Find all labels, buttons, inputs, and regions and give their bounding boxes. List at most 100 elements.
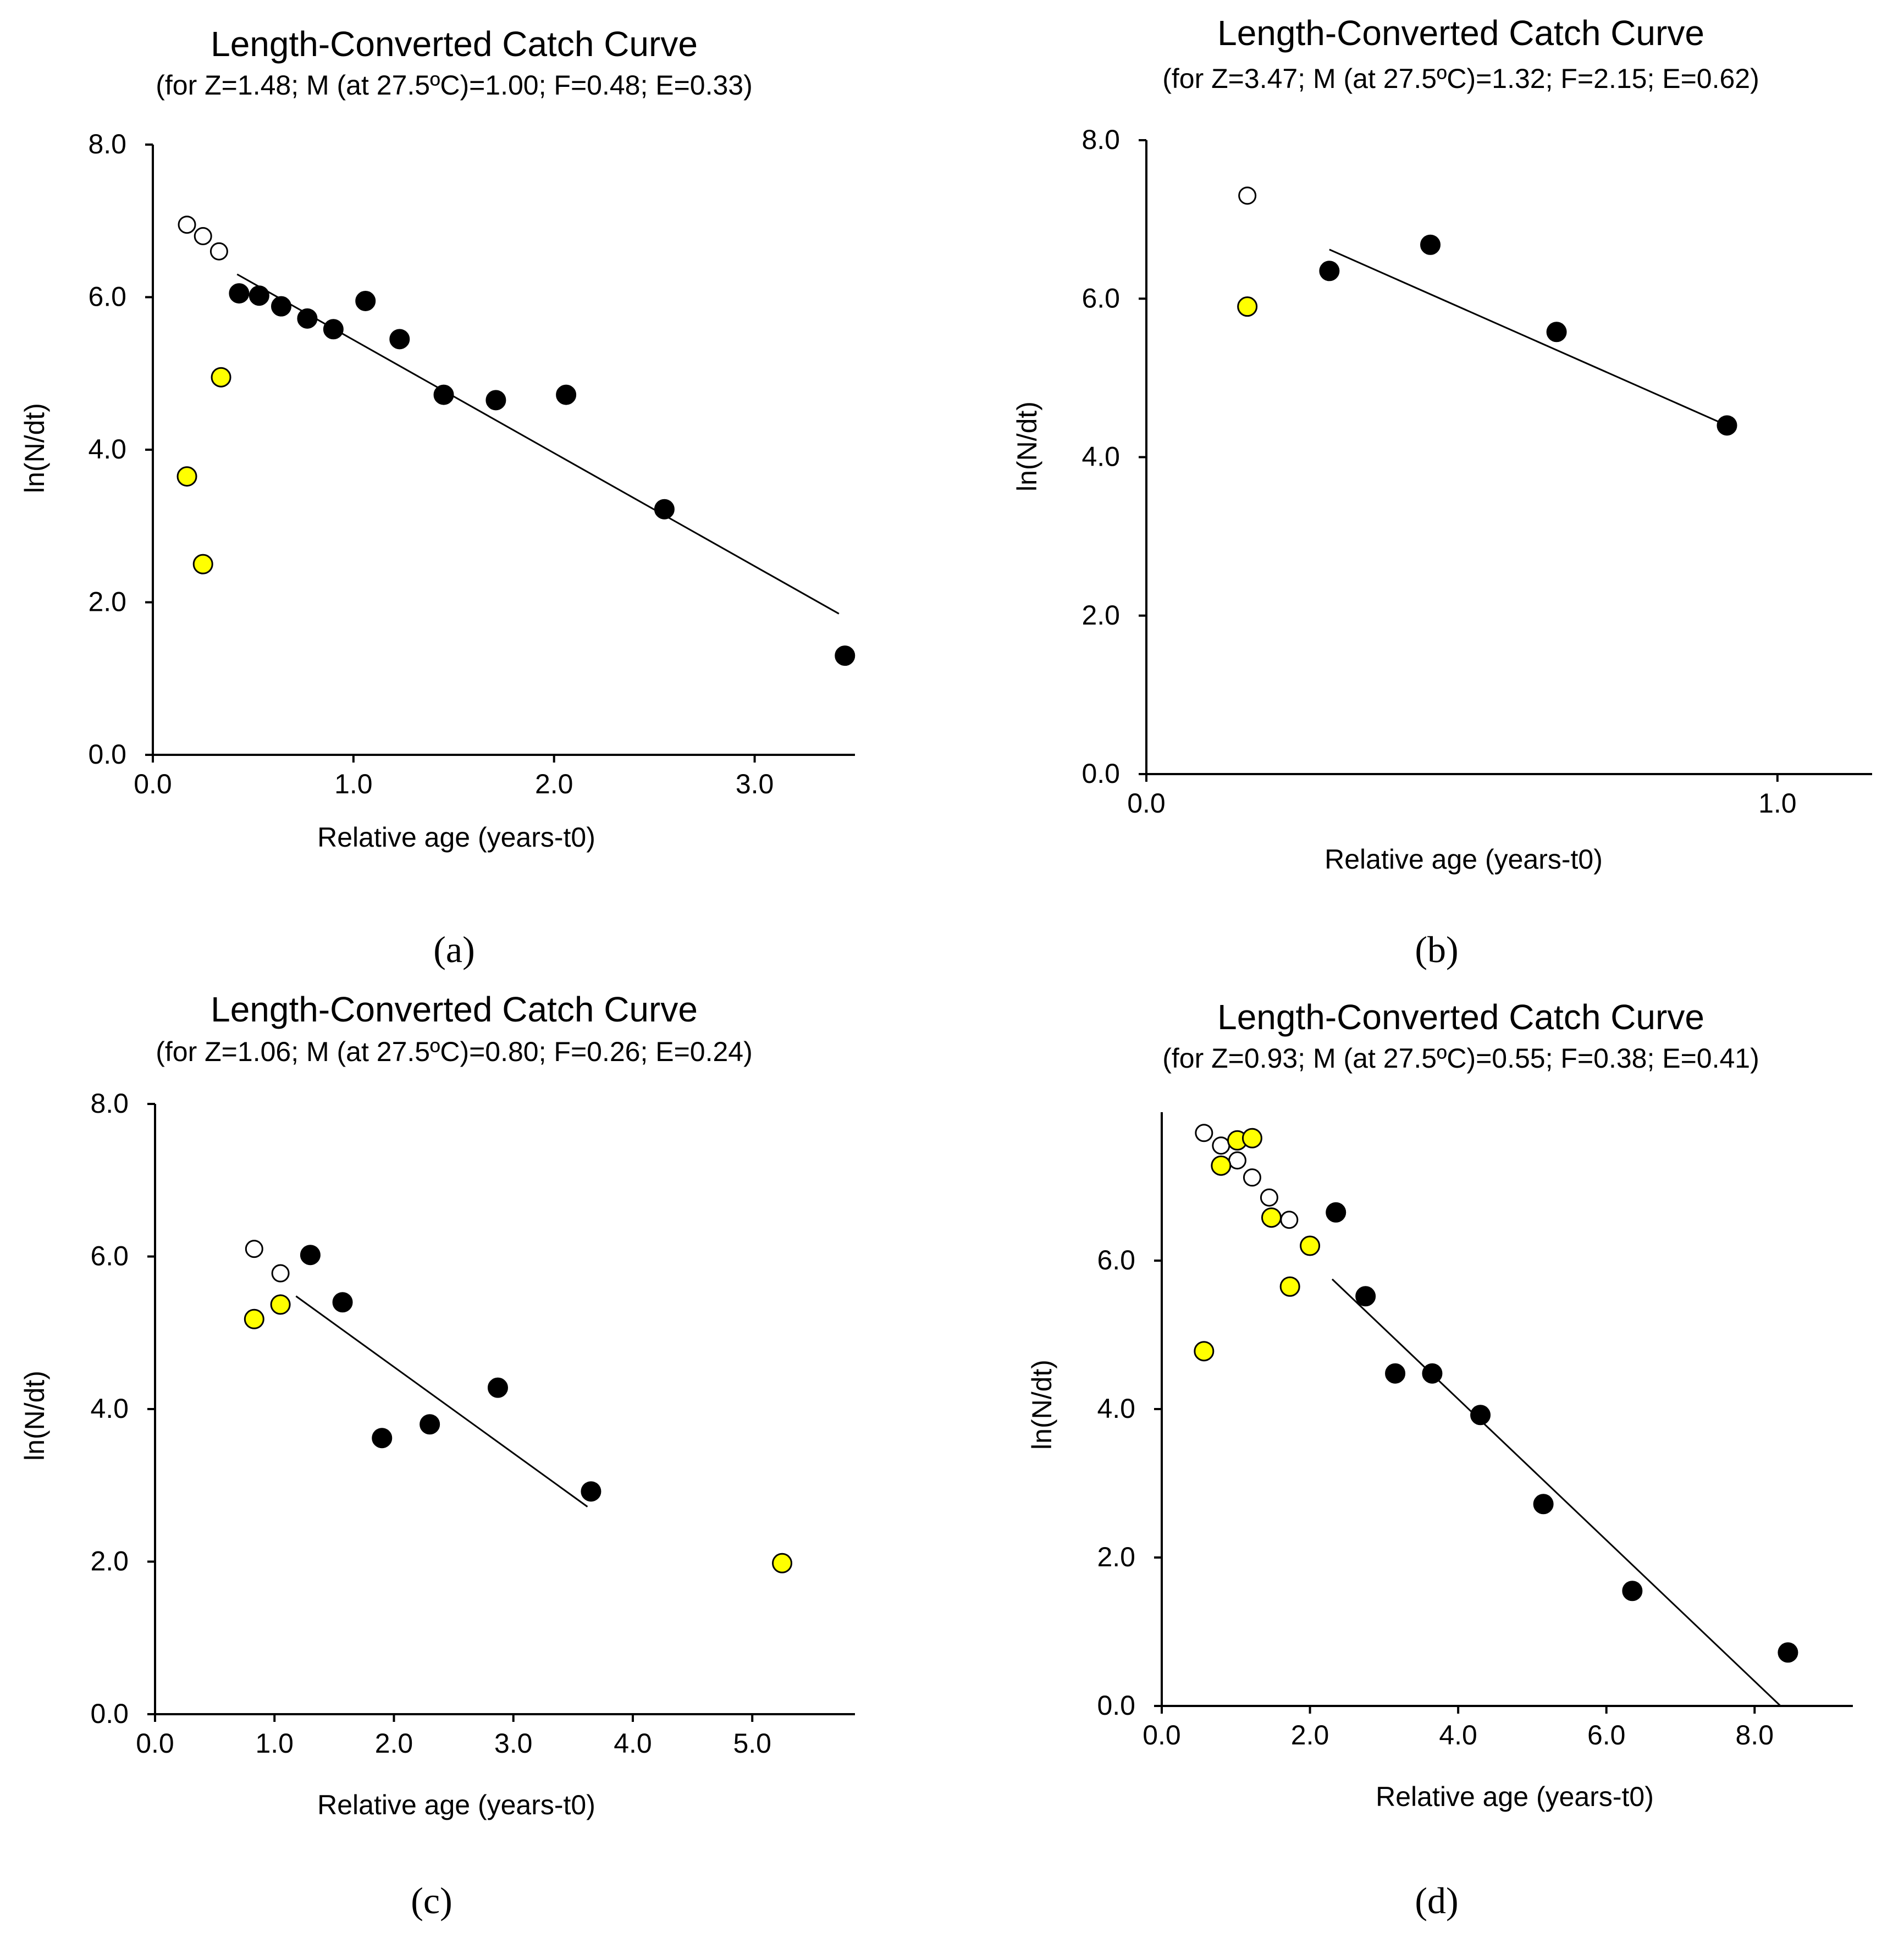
chart-subtitle: (for Z=0.93; M (at 27.5ºC)=0.55; F=0.38;… (1162, 1043, 1759, 1074)
data-point-open (1243, 1168, 1261, 1187)
data-point-black (249, 285, 269, 306)
data-point-black (1546, 322, 1567, 343)
x-tick-label: 3.0 (494, 1728, 533, 1759)
y-tick-label: 0.0 (1081, 758, 1120, 789)
y-tick-label: 2.0 (88, 587, 126, 617)
data-point-open (194, 227, 212, 245)
panel-label: (a) (433, 929, 474, 970)
y-tick-label: 8.0 (1081, 124, 1120, 155)
data-point-black (1622, 1581, 1643, 1601)
y-tick-label: 0.0 (90, 1698, 129, 1729)
chart-title: Length-Converted Catch Curve (1217, 13, 1704, 53)
x-tick-label: 0.0 (1127, 788, 1166, 819)
chart-title: Length-Converted Catch Curve (211, 24, 698, 64)
data-point-black (271, 296, 292, 317)
data-point-open (1212, 1136, 1230, 1155)
data-point-yellow (244, 1308, 264, 1329)
x-tick-label: 6.0 (1587, 1720, 1626, 1750)
data-point-black (1422, 1363, 1443, 1384)
x-tick-label: 0.0 (134, 769, 172, 799)
y-tick-label: 0.0 (88, 739, 126, 770)
data-point-black (323, 319, 344, 340)
data-point-black (835, 645, 856, 666)
chart-title: Length-Converted Catch Curve (211, 990, 698, 1029)
x-tick-label: 8.0 (1736, 1720, 1774, 1750)
data-point-open (271, 1264, 290, 1283)
data-point-black (355, 290, 376, 311)
y-tick-label: 2.0 (90, 1546, 129, 1577)
chart-subtitle: (for Z=1.06; M (at 27.5ºC)=0.80; F=0.26;… (156, 1036, 753, 1067)
regression-line (1329, 248, 1728, 427)
chart-panel-d: Length-Converted Catch Curve (for Z=0.93… (1026, 997, 1853, 1921)
chart-subtitle: (for Z=3.47; M (at 27.5ºC)=1.32; F=2.15;… (1162, 63, 1759, 94)
data-point-black (485, 390, 506, 411)
data-point-yellow (1279, 1276, 1300, 1297)
data-point-black (297, 308, 318, 329)
data-point-black (332, 1292, 353, 1313)
x-axis-label: Relative age (years-t0) (1376, 1781, 1654, 1812)
data-point-yellow (1211, 1155, 1232, 1176)
data-point-black (1420, 234, 1441, 255)
x-tick-label: 2.0 (535, 769, 573, 799)
y-tick-label: 8.0 (90, 1088, 129, 1119)
data-point-yellow (1194, 1341, 1215, 1362)
data-point-black (1778, 1642, 1798, 1663)
data-point-black (420, 1414, 440, 1435)
data-point-black (433, 384, 454, 405)
y-tick-label: 0.0 (1097, 1690, 1135, 1721)
x-axis-label: Relative age (years-t0) (317, 1790, 595, 1820)
data-point-black (1355, 1286, 1376, 1307)
chart-panel-a: Length-Converted Catch Curve (for Z=1.48… (19, 24, 856, 970)
data-point-yellow (1261, 1207, 1282, 1228)
data-point-yellow (211, 367, 231, 388)
x-tick-label: 1.0 (1758, 788, 1797, 819)
data-point-yellow (1300, 1235, 1321, 1256)
y-tick-label: 6.0 (1081, 283, 1120, 313)
data-point-black (556, 384, 577, 405)
chart-panel-c: Length-Converted Catch Curve (for Z=1.06… (19, 990, 855, 1921)
data-point-open (1238, 186, 1257, 205)
chart-subtitle: (for Z=1.48; M (at 27.5ºC)=1.00; F=0.48;… (156, 70, 753, 101)
panel-label: (c) (411, 1880, 452, 1921)
x-tick-label: 1.0 (334, 769, 373, 799)
data-point-yellow (176, 466, 197, 487)
chart-panel-b: Length-Converted Catch Curve (for Z=3.47… (1012, 13, 1872, 970)
data-point-black (389, 329, 410, 350)
plot-area: 0.0 2.0 4.0 6.0 8.0 0.0 1.0 2.0 3.0 (88, 129, 856, 799)
data-point-yellow (1237, 296, 1258, 317)
x-axis-label: Relative age (years-t0) (317, 822, 595, 853)
y-tick-label: 4.0 (1097, 1393, 1135, 1424)
data-point-black (1717, 415, 1737, 436)
data-point-open (1228, 1151, 1246, 1170)
panel-label: (b) (1415, 929, 1458, 970)
data-point-black (372, 1428, 393, 1449)
plot-area: 0.0 2.0 4.0 6.0 8.0 0.0 1.0 2.0 3.0 4.0 5.0 (90, 1088, 855, 1759)
x-axis-label: Relative age (years-t0) (1324, 844, 1603, 875)
plot-area: 0.0 2.0 4.0 6.0 8.0 0.0 1.0 (1081, 124, 1872, 819)
y-tick-label: 4.0 (88, 434, 126, 465)
y-axis-label: ln(N/dt) (19, 403, 50, 493)
x-tick-label: 4.0 (614, 1728, 652, 1759)
data-point-open (245, 1240, 263, 1258)
x-tick-label: 1.0 (255, 1728, 294, 1759)
x-tick-label: 2.0 (375, 1728, 413, 1759)
data-point-open (1280, 1211, 1299, 1229)
data-point-black (300, 1245, 321, 1266)
plot-area: 0.0 2.0 4.0 6.0 0.0 2.0 4.0 6.0 8.0 (1097, 1112, 1853, 1750)
y-axis-label: ln(N/dt) (1012, 401, 1042, 491)
data-point-black (229, 283, 250, 304)
data-point-yellow (192, 554, 213, 575)
chart-title: Length-Converted Catch Curve (1217, 997, 1704, 1037)
data-point-black (1385, 1363, 1406, 1384)
y-tick-label: 4.0 (90, 1393, 129, 1424)
data-point-black (1470, 1405, 1491, 1426)
regression-line (1331, 1278, 1781, 1707)
x-tick-label: 5.0 (733, 1728, 771, 1759)
x-tick-label: 4.0 (1439, 1720, 1477, 1750)
data-point-black (654, 499, 675, 520)
data-point-black (487, 1377, 508, 1398)
x-tick-label: 0.0 (1143, 1720, 1181, 1750)
y-tick-label: 2.0 (1097, 1542, 1135, 1572)
data-point-open (1260, 1188, 1278, 1207)
